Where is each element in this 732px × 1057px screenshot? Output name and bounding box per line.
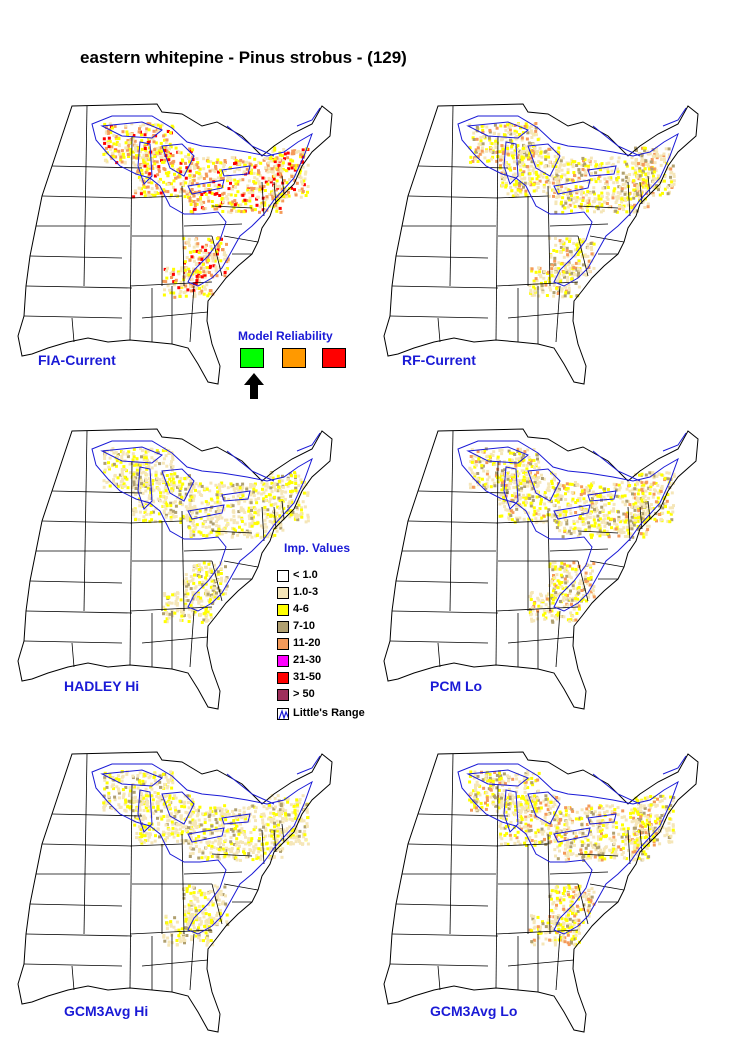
- legend-label: 11-20: [293, 637, 321, 649]
- map-fia-current: [17, 103, 333, 385]
- us-outline: [383, 103, 699, 385]
- legend-label: Little's Range: [293, 707, 365, 719]
- panel-label-pcm-lo: PCM Lo: [430, 678, 483, 694]
- little-range-outline: [91, 440, 313, 612]
- great-lakes: [100, 107, 321, 195]
- panel-label-rf-current: RF-Current: [402, 352, 476, 368]
- panel-label-gcm3avg-lo: GCM3Avg Lo: [430, 1003, 518, 1019]
- legend-swatch: [277, 672, 289, 684]
- little-range-outline: [457, 115, 679, 287]
- map-panel-rf-current: [374, 80, 724, 390]
- reliability-box-red: [322, 348, 346, 368]
- page-title: eastern whitepine - Pinus strobus - (129…: [80, 48, 407, 67]
- little-range-icon: [277, 708, 289, 720]
- panel-label-fia-current: FIA-Current: [38, 352, 116, 368]
- little-range-outline: [91, 115, 313, 287]
- map-gcm3avg-hi: [17, 751, 333, 1033]
- state-boundaries: [23, 430, 285, 669]
- legend-swatch: [277, 621, 289, 633]
- panel-label-gcm3avg-hi: GCM3Avg Hi: [64, 1003, 149, 1019]
- state-boundaries: [389, 753, 651, 992]
- great-lakes: [466, 755, 687, 843]
- little-range-outline: [457, 763, 679, 935]
- reliability-box-green: [240, 348, 264, 368]
- legend-label: < 1.0: [293, 569, 318, 581]
- legend-label: 1.0-3: [293, 586, 319, 598]
- legend-label: 4-6: [293, 603, 309, 615]
- reliability-box-orange: [282, 348, 306, 368]
- panel-label-hadley-hi: HADLEY Hi: [64, 678, 140, 694]
- legend-swatch: [277, 655, 289, 667]
- legend-title: Imp. Values: [284, 541, 351, 555]
- legend-swatch: [277, 587, 289, 599]
- us-outline: [383, 751, 699, 1033]
- map-panel-pcm-lo: [374, 405, 724, 715]
- map-rf-current: [383, 103, 699, 385]
- model-reliability-title: Model Reliability: [238, 329, 333, 343]
- importance-cells: [468, 447, 676, 624]
- map-gcm3avg-lo: [383, 751, 699, 1033]
- us-outline: [17, 428, 333, 710]
- importance-cells: [468, 770, 676, 947]
- great-lakes: [100, 755, 321, 843]
- legend-swatch: [277, 604, 289, 616]
- state-boundaries: [389, 430, 651, 669]
- legend-label: 31-50: [293, 671, 322, 683]
- legend-label: 7-10: [293, 620, 316, 632]
- map-pcm-lo: [383, 428, 699, 710]
- state-boundaries: [23, 105, 285, 344]
- great-lakes: [466, 107, 687, 195]
- legend-label: > 50: [293, 688, 315, 700]
- map-panel-gcm3avg-lo: [374, 728, 724, 1038]
- map-hadley-hi: [17, 428, 333, 710]
- us-outline: [17, 751, 333, 1033]
- legend-swatch: [277, 638, 289, 650]
- state-boundaries: [23, 753, 285, 992]
- map-panel-fia-current: [8, 80, 358, 390]
- importance-cells: [102, 447, 310, 624]
- little-range-outline: [457, 440, 679, 612]
- importance-cells: [102, 122, 310, 299]
- map-panel-hadley-hi: [8, 405, 358, 715]
- importance-cells: [102, 770, 310, 947]
- map-panel-gcm3avg-hi: [8, 728, 358, 1038]
- legend-label: 21-30: [293, 654, 322, 666]
- importance-cells: [468, 122, 676, 299]
- up-arrow-icon: [244, 373, 264, 399]
- us-outline: [17, 103, 333, 385]
- legend-swatch: [277, 570, 289, 582]
- great-lakes: [100, 432, 321, 520]
- state-boundaries: [389, 105, 651, 344]
- little-range-outline: [91, 763, 313, 935]
- great-lakes: [466, 432, 687, 520]
- legend-swatch: [277, 689, 289, 701]
- us-outline: [383, 428, 699, 710]
